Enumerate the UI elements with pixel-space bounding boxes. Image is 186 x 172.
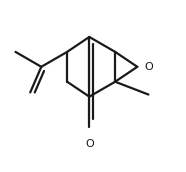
Text: O: O: [145, 62, 153, 72]
Text: O: O: [85, 139, 94, 149]
